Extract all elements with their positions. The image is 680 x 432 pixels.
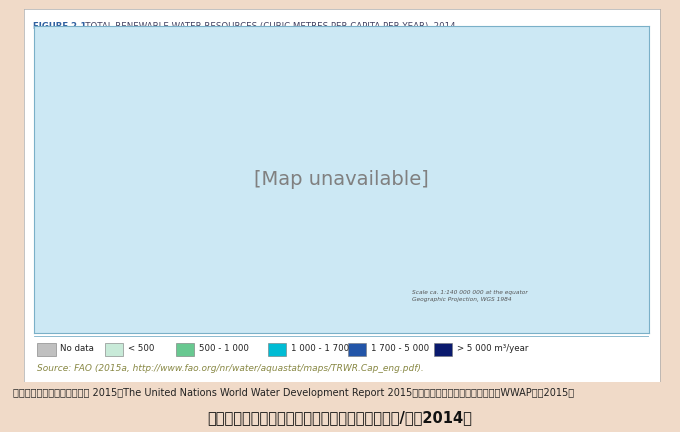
Text: 1 700 - 5 000: 1 700 - 5 000 [371, 344, 429, 353]
Bar [348, 343, 367, 356]
Bar [268, 343, 286, 356]
Bar [37, 343, 56, 356]
Text: 1 000 - 1 700: 1 000 - 1 700 [291, 344, 350, 353]
Bar [175, 343, 194, 356]
Text: No data: No data [61, 344, 95, 353]
Text: Source: FAO (2015a, http://www.fao.org/nr/water/aquastat/maps/TRWR.Cap_eng.pdf).: Source: FAO (2015a, http://www.fao.org/n… [37, 364, 424, 373]
Text: [Map unavailable]: [Map unavailable] [254, 170, 429, 189]
Text: Scale ca. 1:140 000 000 at the equator
Geographic Projection, WGS 1984: Scale ca. 1:140 000 000 at the equator G… [413, 290, 528, 302]
Text: 500 - 1 000: 500 - 1 000 [199, 344, 249, 353]
Text: （出典）「世界水発展報告書 2015（The United Nations World Water Development Report 2015）」（世界水ア: （出典）「世界水発展報告書 2015（The United Nations Wo… [14, 388, 575, 398]
Bar [105, 343, 123, 356]
Text: TOTAL RENEWABLE WATER RESOURCES (CUBIC METRES PER CAPITA PER YEAR), 2014: TOTAL RENEWABLE WATER RESOURCES (CUBIC M… [77, 22, 455, 31]
Bar [434, 343, 452, 356]
Text: FIGURE 2.1: FIGURE 2.1 [33, 22, 87, 31]
Text: 図８－１－１　　一人当たりの水資源賦存量（㎥/年、2014）: 図８－１－１ 一人当たりの水資源賦存量（㎥/年、2014） [207, 410, 473, 425]
Text: < 500: < 500 [128, 344, 154, 353]
Text: > 5 000 m³/year: > 5 000 m³/year [458, 344, 529, 353]
